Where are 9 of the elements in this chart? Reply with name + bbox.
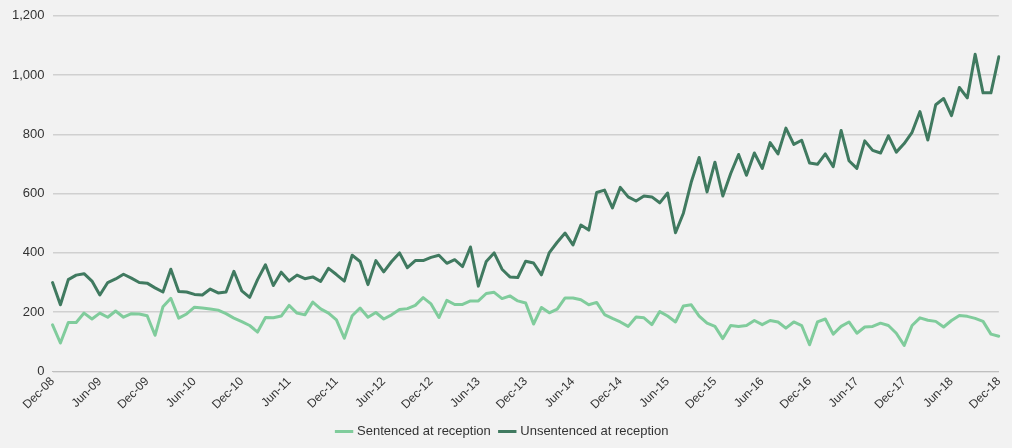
legend-label: Unsentenced at reception (520, 423, 669, 439)
y-tick-label: 0 (37, 363, 45, 379)
legend-label: Sentenced at reception (357, 423, 491, 439)
y-tick-label: 1,000 (11, 66, 45, 82)
y-tick-label: 400 (22, 244, 45, 260)
y-tick-label: 200 (22, 303, 45, 319)
y-tick-label: 800 (22, 125, 45, 141)
y-tick-label: 600 (22, 185, 45, 201)
y-tick-label: 1,200 (11, 7, 45, 23)
